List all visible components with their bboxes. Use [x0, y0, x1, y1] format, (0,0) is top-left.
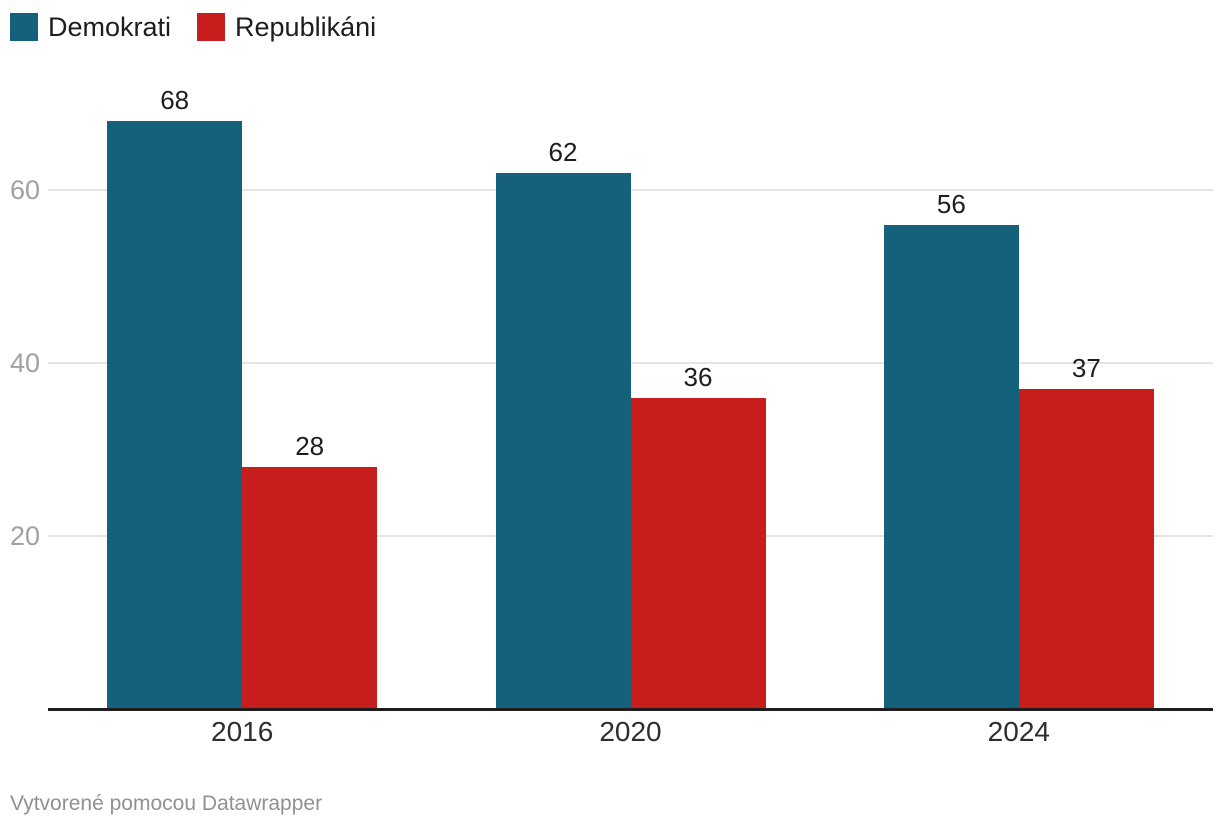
value-label-republikani-2020: 36: [683, 361, 713, 392]
footer-text: Vytvorené pomocou: [10, 792, 202, 815]
value-label-republikani-2016: 28: [295, 430, 325, 461]
datawrapper-link[interactable]: Datawrapper: [201, 792, 323, 815]
x-tick-label-2016: 2016: [211, 716, 274, 747]
bar-republikani-2024[interactable]: [1018, 389, 1154, 709]
bar-demokrati-2024[interactable]: [883, 224, 1019, 709]
legend-item-demokrati: Demokrati: [10, 13, 171, 41]
bar-demokrati-2020[interactable]: [495, 172, 631, 709]
legend-label-republikani: Republikáni: [235, 12, 377, 42]
bar-republikani-2020[interactable]: [630, 397, 766, 709]
legend-label-demokrati: Demokrati: [48, 12, 172, 42]
y-tick-label-40: 40: [10, 348, 41, 379]
y-tick-label-20: 20: [10, 521, 41, 552]
bar-republikani-2016[interactable]: [242, 466, 378, 709]
y-tick-label-60: 60: [10, 175, 41, 206]
x-axis-line: [48, 708, 1213, 711]
legend-item-republikani: Republikáni: [197, 13, 376, 41]
value-label-demokrati-2024: 56: [936, 188, 966, 219]
x-tick-label-2024: 2024: [987, 716, 1050, 747]
legend-swatch-republikani: [197, 13, 226, 41]
legend: Demokrati Republikáni: [10, 13, 376, 41]
legend-swatch-demokrati: [10, 13, 38, 41]
footer: Vytvorené pomocou Datawrapper: [10, 791, 322, 817]
value-label-demokrati-2020: 62: [548, 136, 578, 167]
x-tick-label-2020: 2020: [599, 716, 662, 747]
gridline-40: [48, 362, 1213, 365]
bar-demokrati-2016[interactable]: [107, 121, 243, 709]
gridline-60: [48, 189, 1213, 192]
value-label-demokrati-2016: 68: [160, 85, 190, 115]
value-label-republikani-2024: 37: [1071, 353, 1101, 384]
